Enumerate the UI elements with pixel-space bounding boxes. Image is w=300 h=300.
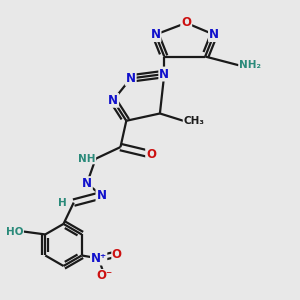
Text: HO: HO <box>6 226 23 236</box>
Text: N: N <box>108 94 118 107</box>
Text: O: O <box>146 148 156 161</box>
Text: O: O <box>112 248 122 260</box>
Text: O⁻: O⁻ <box>96 269 112 282</box>
Text: N: N <box>126 72 136 85</box>
Text: N: N <box>151 28 160 41</box>
Text: N: N <box>209 28 219 41</box>
Text: NH₂: NH₂ <box>239 60 261 70</box>
Text: N⁺: N⁺ <box>91 252 107 265</box>
Text: H: H <box>58 198 66 208</box>
Text: N: N <box>97 189 106 202</box>
Text: CH₃: CH₃ <box>183 116 204 126</box>
Text: N: N <box>82 177 92 190</box>
Text: N: N <box>159 68 169 80</box>
Text: NH: NH <box>78 154 96 164</box>
Text: O: O <box>181 16 191 29</box>
